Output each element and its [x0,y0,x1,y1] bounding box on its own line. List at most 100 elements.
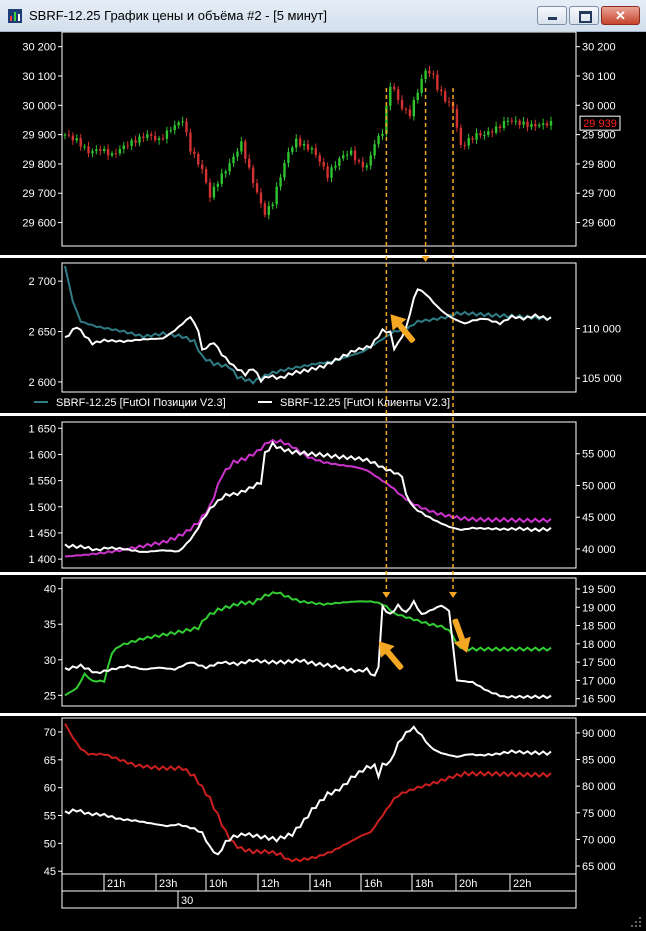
candle-body [538,124,541,127]
y-tick-label-right: 29 800 [582,159,616,171]
y-tick-label-left: 30 200 [22,42,56,54]
candle-body [377,135,380,145]
candle-body [102,148,106,151]
candle-body [157,138,161,141]
candle-body [404,108,408,110]
candle-body [71,135,75,141]
candle-body [228,163,231,172]
candle-body [63,134,67,136]
candle-body [200,164,204,170]
y-tick-label-right: 29 700 [582,188,616,200]
minimize-button[interactable] [537,6,567,25]
candle-body [193,151,196,154]
y-tick-label-left: 29 700 [22,188,56,200]
candle-body [263,203,267,215]
hour-label: 12h [261,878,279,890]
candle-body [432,73,435,75]
annotations [378,88,471,670]
candle-body [322,161,325,167]
panel-panel-5: 45 50 55 60 65 70 65 000 70 000 75 000 80 000 85 0… [44,717,616,878]
arrow-up-annotation [378,641,404,670]
y-tick-label-left: 70 [44,727,56,739]
time-axis-date-row [61,890,577,909]
title-bar[interactable]: SBRF-12.25 График цены и объёма #2 - [5 … [0,0,646,32]
candle-body [306,144,310,150]
arrow-shaft [396,322,416,343]
candle-body [251,167,255,184]
candle-body [342,155,345,159]
candle-body [150,134,153,136]
candle-body [483,134,486,136]
candle-body [412,100,416,117]
candle-body [248,158,251,168]
y-tick-label-right: 45 000 [582,512,616,524]
candle-body [530,124,533,128]
candle-body [381,133,384,136]
panel-separator [0,255,646,258]
candle-body [259,192,263,204]
legend-label: SBRF-12.25 [FutOI Позиции V2.3] [56,397,226,409]
minimize-icon [548,17,557,20]
candle-body [416,92,419,101]
candle-body [475,132,478,140]
y-tick-label-right: 16 500 [582,694,616,706]
candle-body [487,131,490,135]
resize-grip-icon[interactable] [630,916,642,928]
candle-body [267,205,271,215]
maximize-button[interactable] [569,6,599,25]
y-tick-label-left: 1 450 [28,528,56,540]
series-line-0 [64,265,552,385]
candle-body [510,120,514,122]
candle-body [463,144,466,146]
y-tick-label-left: 50 [44,838,56,850]
candle-body [522,121,525,125]
y-tick-label-left: 40 [44,584,56,596]
charts-canvas[interactable]: 29 600 29 600 29 700 29 700 29 800 29 800 29 9… [0,31,646,911]
candle-body [287,152,290,163]
y-tick-label-left: 30 [44,655,56,667]
candle-body [545,123,549,126]
y-tick-label-right: 30 100 [582,71,616,83]
candle-body [99,149,102,151]
panel-panel-3: 1 400 1 450 1 500 1 550 1 600 1 650 40 000 45 0… [28,421,616,569]
y-tick-label-left: 30 000 [22,100,56,112]
candle-body [455,108,459,128]
y-tick-label-right: 90 000 [582,728,616,740]
candle-body [177,122,180,126]
candle-body [440,89,443,92]
candle-body [83,146,86,148]
candle-body [428,70,431,74]
status-bar [0,911,646,931]
candle-body [122,145,125,150]
panel-separator [0,413,646,416]
arrow-up-annotation [390,314,416,343]
candle-body [279,177,282,187]
candle-body [345,154,349,156]
candle-body [244,141,247,159]
candle-body [291,147,294,153]
candle-body [138,136,141,143]
candle-body [91,151,94,154]
y-tick-label-left: 2 600 [28,377,56,389]
candle-body [216,183,220,187]
hour-label: 23h [159,878,177,890]
close-button[interactable]: ✕ [601,6,640,25]
y-tick-label-left: 29 900 [22,130,56,142]
candle-body [295,138,298,148]
candle-body [208,182,212,198]
y-tick-label-right: 55 000 [582,449,616,461]
y-tick-label-right: 17 500 [582,657,616,669]
candle-body [165,130,169,139]
candle-body [420,78,423,93]
candle-body [126,145,129,147]
y-tick-label-right: 29 600 [582,218,616,230]
last-price-label: 29 939 [583,118,617,130]
app-icon [8,9,22,23]
close-icon: ✕ [615,8,626,23]
hour-label: 20h [459,878,477,890]
candle-body [79,138,82,147]
panel-frame [61,262,577,393]
series-line-1 [64,725,552,856]
candle-body [220,173,223,184]
